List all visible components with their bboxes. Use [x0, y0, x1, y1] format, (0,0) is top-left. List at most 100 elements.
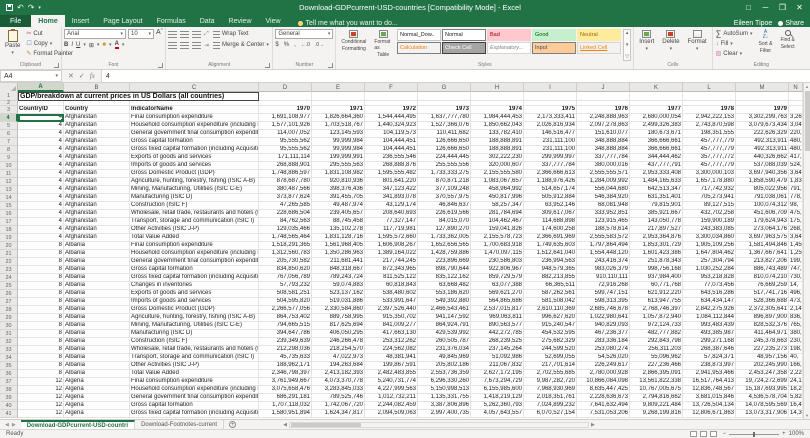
- cell-F29[interactable]: 915,350,702: [365, 314, 418, 322]
- cell-E25[interactable]: 59,074,883: [312, 282, 365, 290]
- cell-D24[interactable]: 767,056,789: [259, 274, 312, 282]
- row-header-8[interactable]: 8: [0, 146, 18, 154]
- cell-E41[interactable]: 1,624,347,817: [312, 410, 365, 418]
- enter-icon[interactable]: ✓: [78, 73, 85, 80]
- cell-C13[interactable]: Mining, Manufacturing, Utilities (ISIC C…: [130, 186, 259, 194]
- cell-H19[interactable]: 2,155,578,723: [471, 234, 524, 242]
- cell-F19[interactable]: 1,595,572,660: [365, 234, 418, 242]
- cell-D12[interactable]: 878,687,780: [259, 178, 312, 186]
- cell-D39[interactable]: 686,291,181: [259, 394, 312, 402]
- cell-H8[interactable]: 188,888,891: [471, 146, 524, 154]
- cancel-icon[interactable]: ✕: [68, 73, 74, 80]
- cell-F21[interactable]: 1,389,164,022: [365, 250, 418, 258]
- cell-L4[interactable]: 2,942,222,153: [683, 114, 736, 122]
- share-button[interactable]: Share: [778, 20, 804, 27]
- cell-M22[interactable]: 213,827,206: [736, 258, 789, 266]
- qat-customize-icon[interactable]: ▾: [38, 4, 41, 11]
- header-cell-1979[interactable]: 1979: [736, 106, 789, 114]
- cell-B34[interactable]: Albania: [64, 354, 130, 362]
- cell-B25[interactable]: Albania: [64, 282, 130, 290]
- cell-L18[interactable]: 243,383,085: [683, 226, 736, 234]
- hscroll-left-icon[interactable]: ◀: [283, 421, 287, 428]
- cell-N31[interactable]: 380,: [789, 330, 803, 338]
- decrease-decimal-icon[interactable]: .0→: [314, 42, 325, 48]
- cell-A35[interactable]: 8: [18, 362, 64, 370]
- cell-B29[interactable]: Albania: [64, 314, 130, 322]
- cell-C22[interactable]: General government final consumption exp…: [130, 258, 259, 266]
- number-dialog-launcher-icon[interactable]: [328, 63, 334, 68]
- cell-A24[interactable]: 8: [18, 274, 64, 282]
- cell-N27[interactable]: 473,: [789, 298, 803, 306]
- cell-J19[interactable]: 2,555,583,572: [577, 234, 630, 242]
- cell-C14[interactable]: Manufacturing (ISIC D): [130, 194, 259, 202]
- cell-K13[interactable]: 642,513,347: [630, 186, 683, 194]
- align-left-icon[interactable]: [168, 41, 177, 49]
- cell-A32[interactable]: 8: [18, 338, 64, 346]
- header-cell-Country[interactable]: Country: [64, 106, 130, 114]
- tab-review[interactable]: Review: [228, 17, 252, 25]
- cell-F17[interactable]: 77,327,147: [365, 218, 418, 226]
- format-painter-button[interactable]: ✎ Format Painter: [25, 49, 74, 58]
- cell-B33[interactable]: Albania: [64, 346, 130, 354]
- cell-M7[interactable]: 492,313,911: [736, 138, 789, 146]
- cell-E37[interactable]: 4,073,370,778: [312, 378, 365, 386]
- cell[interactable]: [683, 101, 736, 106]
- wrap-text-button[interactable]: Wrap Text: [212, 30, 250, 39]
- cell-G28[interactable]: 2,466,543,461: [418, 306, 471, 314]
- cell-G23[interactable]: 898,790,644: [418, 266, 471, 274]
- cell-M9[interactable]: 440,326,662: [736, 154, 789, 162]
- column-header-B[interactable]: B: [64, 83, 130, 92]
- cell-E22[interactable]: 211,681,441: [312, 258, 365, 266]
- cell-H37[interactable]: 7,673,294,729: [471, 378, 524, 386]
- cell-N23[interactable]: 747,: [789, 266, 803, 274]
- header-cell-1977[interactable]: 1977: [630, 106, 683, 114]
- cell-N33[interactable]: 198,: [789, 346, 803, 354]
- cell-G14[interactable]: 370,557,975: [418, 194, 471, 202]
- cell-A41[interactable]: 12: [18, 410, 64, 418]
- cell-J22[interactable]: 243,416,374: [577, 258, 630, 266]
- cell-C21[interactable]: Household consumption expenditure (inclu…: [130, 250, 259, 258]
- cell-F40[interactable]: 2,244,082,459: [365, 402, 418, 410]
- header-cell-CountryID[interactable]: CountryID: [18, 106, 64, 114]
- column-header-M[interactable]: M: [736, 83, 789, 92]
- cell-K17[interactable]: 143,050,778: [630, 218, 683, 226]
- cell-D17[interactable]: 84,762,563: [259, 218, 312, 226]
- cell-J16[interactable]: 333,952,851: [577, 210, 630, 218]
- cell-M24[interactable]: 810,074,210: [736, 274, 789, 282]
- cell-A27[interactable]: 8: [18, 298, 64, 306]
- cell-C34[interactable]: Transport, storage and communication (IS…: [130, 354, 259, 362]
- row-header-31[interactable]: 31: [0, 330, 18, 338]
- column-header-C[interactable]: C: [130, 83, 259, 92]
- zoom-in-icon[interactable]: +: [782, 431, 786, 437]
- cell-M18[interactable]: 273,064,176: [736, 226, 789, 234]
- cell-A33[interactable]: 8: [18, 346, 64, 354]
- cell-J39[interactable]: 2,228,636,673: [577, 394, 630, 402]
- cell-K22[interactable]: 251,878,343: [630, 258, 683, 266]
- tab-page-layout[interactable]: Page Layout: [103, 17, 143, 25]
- italic-button[interactable]: I: [71, 42, 74, 48]
- cell-L9[interactable]: 357,777,772: [683, 154, 736, 162]
- cell-I40[interactable]: 7,024,899,232: [524, 402, 577, 410]
- cell-H17[interactable]: 104,462,467: [471, 218, 524, 226]
- cell-N39[interactable]: 5,824,: [789, 394, 803, 402]
- cell-G18[interactable]: 127,890,270: [418, 226, 471, 234]
- cell[interactable]: [736, 92, 789, 101]
- cell-C30[interactable]: Mining, Manufacturing, Utilities (ISIC C…: [130, 322, 259, 330]
- cell-J35[interactable]: 226,249,617: [577, 362, 630, 370]
- cell-I28[interactable]: 2,610,110,369: [524, 306, 577, 314]
- gallery-up-icon[interactable]: ▴: [625, 30, 629, 36]
- cell-I32[interactable]: 275,682,329: [524, 338, 577, 346]
- cell-F37[interactable]: 5,240,731,774: [365, 378, 418, 386]
- cell-B11[interactable]: Afghanistan: [64, 170, 130, 178]
- cell-I20[interactable]: 1,749,635,603: [524, 242, 577, 250]
- cell-N17[interactable]: 175,: [789, 218, 803, 226]
- cell-B30[interactable]: Albania: [64, 322, 130, 330]
- cell-F15[interactable]: 43,129,174: [365, 202, 418, 210]
- cell-B7[interactable]: Afghanistan: [64, 138, 130, 146]
- borders-icon[interactable]: ⊞: [88, 42, 94, 49]
- cell-L34[interactable]: 57,824,371: [683, 354, 736, 362]
- cell-D40[interactable]: 1,707,118,032: [259, 402, 312, 410]
- header-cell-IndicatorName[interactable]: IndicatorName: [130, 106, 259, 114]
- cell-J41[interactable]: 7,531,053,206: [577, 410, 630, 418]
- cell[interactable]: [259, 92, 312, 101]
